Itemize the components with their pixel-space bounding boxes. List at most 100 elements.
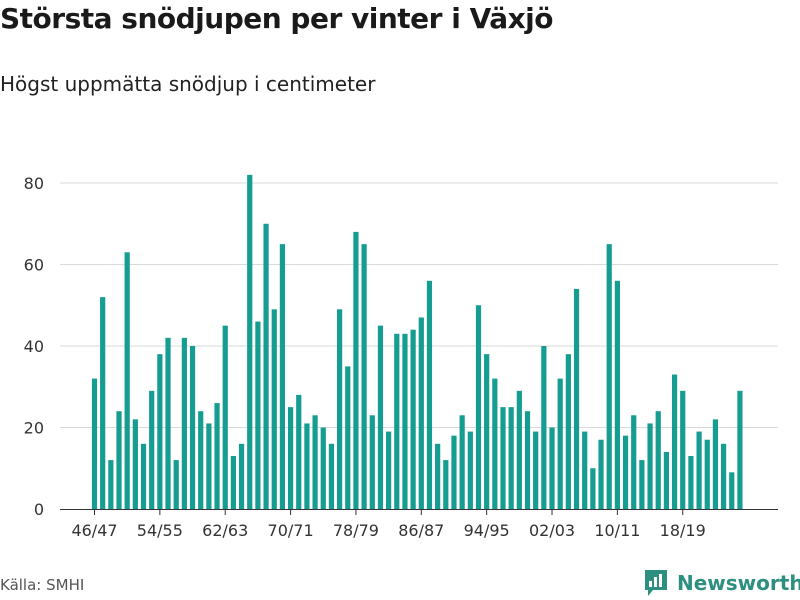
bar bbox=[410, 329, 416, 509]
bar bbox=[426, 280, 433, 509]
bar bbox=[688, 456, 694, 509]
bar bbox=[345, 366, 351, 510]
x-tick-label: 54/55 bbox=[137, 521, 183, 540]
newsworthy-logo-icon bbox=[645, 570, 667, 596]
bar bbox=[435, 443, 441, 509]
bar bbox=[328, 443, 335, 509]
brand-name: Newsworthy bbox=[677, 571, 800, 595]
bar bbox=[451, 435, 457, 509]
bar bbox=[671, 374, 678, 509]
bar bbox=[655, 411, 661, 509]
bar bbox=[590, 468, 596, 509]
bar bbox=[116, 411, 122, 509]
bar bbox=[386, 431, 392, 509]
bar bbox=[369, 415, 375, 509]
x-tick-label: 02/03 bbox=[529, 521, 575, 540]
bar bbox=[459, 415, 465, 509]
x-tick-label: 94/95 bbox=[464, 521, 510, 540]
x-tick-label: 86/87 bbox=[398, 521, 444, 540]
bar bbox=[737, 390, 743, 509]
bar bbox=[557, 378, 563, 509]
bar bbox=[524, 411, 531, 509]
bar bbox=[157, 354, 163, 509]
bar bbox=[108, 460, 114, 509]
bar bbox=[91, 378, 98, 509]
y-tick-label: 80 bbox=[24, 174, 44, 193]
bar bbox=[704, 439, 710, 509]
bar bbox=[149, 390, 155, 509]
bar bbox=[124, 252, 130, 509]
bars bbox=[91, 174, 743, 510]
bar bbox=[663, 451, 669, 509]
bar bbox=[394, 333, 400, 509]
bar bbox=[337, 309, 343, 509]
bar bbox=[230, 456, 236, 509]
x-tick-label: 78/79 bbox=[333, 521, 379, 540]
chart-title: Största snödjupen per vinter i Växjö bbox=[0, 2, 554, 35]
bar bbox=[500, 407, 506, 510]
y-tick-label: 20 bbox=[24, 419, 44, 438]
bar bbox=[140, 443, 147, 509]
bar bbox=[222, 325, 228, 510]
bar bbox=[475, 305, 482, 509]
bar bbox=[165, 337, 171, 509]
y-tick-label: 0 bbox=[34, 500, 44, 519]
bar bbox=[189, 346, 196, 509]
bar bbox=[516, 390, 522, 509]
bar bbox=[443, 460, 449, 509]
bar bbox=[173, 460, 179, 509]
bar bbox=[247, 174, 253, 509]
bar bbox=[680, 390, 686, 509]
bar bbox=[271, 309, 277, 509]
bar bbox=[647, 423, 653, 509]
bar bbox=[565, 354, 571, 509]
bar bbox=[729, 472, 735, 509]
bar bbox=[614, 280, 620, 509]
chart-subtitle: Högst uppmätta snödjup i centimeter bbox=[0, 72, 376, 96]
bar bbox=[533, 431, 539, 509]
x-tick-label: 18/19 bbox=[660, 521, 706, 540]
bar bbox=[508, 407, 514, 510]
bar bbox=[541, 346, 547, 509]
bar bbox=[263, 223, 269, 509]
bar bbox=[353, 231, 359, 509]
bar bbox=[639, 460, 645, 509]
x-tick-label: 70/71 bbox=[268, 521, 314, 540]
bar bbox=[377, 325, 384, 510]
bar bbox=[696, 431, 702, 509]
y-axis-ticks: 0 20 40 60 80 bbox=[24, 174, 44, 519]
x-axis: 46/47 54/55 62/63 70/71 78/79 86/87 94/95 02/03… bbox=[60, 509, 778, 540]
bar bbox=[712, 419, 719, 509]
bar bbox=[304, 423, 310, 509]
bar bbox=[100, 297, 106, 509]
bar bbox=[132, 419, 138, 509]
bar bbox=[622, 435, 629, 509]
bar bbox=[631, 415, 637, 509]
bar bbox=[296, 394, 302, 509]
x-tick-label: 10/11 bbox=[594, 521, 640, 540]
bar bbox=[312, 415, 318, 509]
bar bbox=[287, 407, 294, 510]
bar bbox=[206, 423, 212, 509]
brand-logo[interactable]: Newsworthy bbox=[643, 568, 800, 598]
bar bbox=[582, 431, 588, 509]
bar bbox=[361, 244, 367, 510]
bar bbox=[198, 411, 204, 509]
bar bbox=[214, 403, 220, 509]
x-tick-label: 62/63 bbox=[202, 521, 248, 540]
bar bbox=[418, 317, 424, 509]
bar bbox=[573, 288, 580, 509]
bar bbox=[238, 443, 245, 509]
bar bbox=[181, 337, 187, 509]
bar bbox=[279, 244, 286, 510]
bar bbox=[720, 443, 727, 509]
source-note: Källa: SMHI bbox=[0, 576, 85, 594]
y-tick-label: 40 bbox=[24, 337, 44, 356]
bar bbox=[492, 378, 498, 509]
bar bbox=[255, 321, 261, 509]
bar bbox=[598, 439, 604, 509]
y-tick-label: 60 bbox=[24, 256, 44, 275]
bar bbox=[402, 333, 408, 509]
x-tick-label: 46/47 bbox=[71, 521, 117, 540]
